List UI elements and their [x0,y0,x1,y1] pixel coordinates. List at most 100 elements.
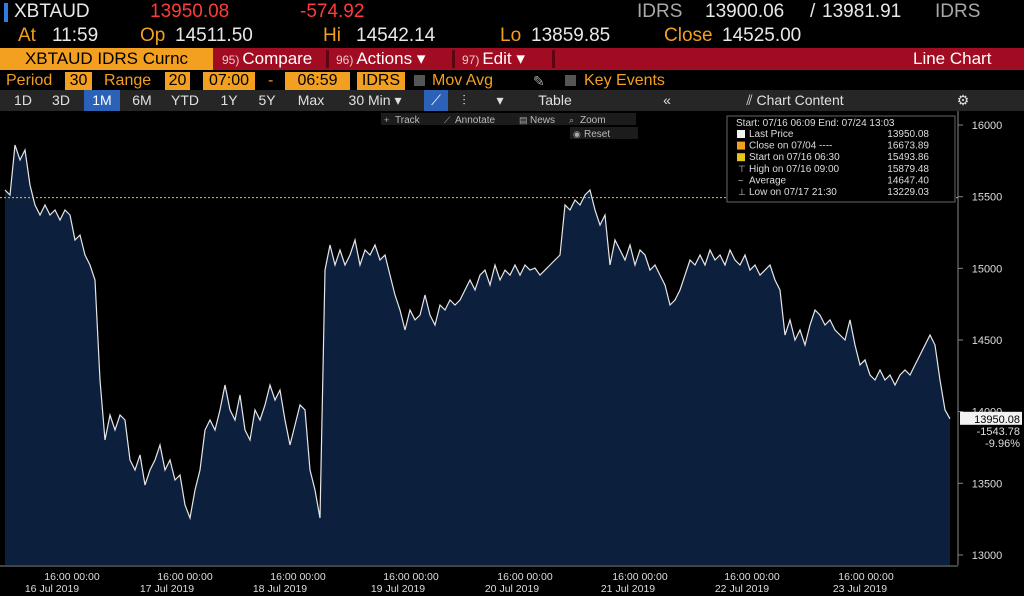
legend-label: Start on 07/16 06:30 [749,152,840,163]
tool-label: Annotate [455,115,495,126]
legend-swatch [737,153,745,162]
tool-label: Reset [584,129,610,140]
legend-symbol: ~ [738,175,743,185]
range-tab[interactable]: 5Y [258,92,276,108]
range-tab[interactable]: 1D [14,92,32,108]
x-tick-date: 16 Jul 2019 [25,583,79,595]
x-tick-date: 21 Jul 2019 [601,583,655,595]
tool-button[interactable] [566,113,636,125]
tool-button[interactable] [516,113,574,125]
ticker-marker [4,3,8,22]
last-price-label: 13950.08 [974,414,1020,426]
range-tab[interactable]: 6M [132,92,152,108]
button-label: Actions ▾ [356,49,426,68]
quote-value: 14542.14 [356,25,436,46]
x-tick-time: 16:00 00:00 [44,571,100,583]
y-tick-label: 15500 [972,192,1003,204]
x-tick-time: 16:00 00:00 [724,571,780,583]
legend-value: 15879.48 [887,164,929,175]
ticker: XBTAUD [14,1,90,22]
legend-box [726,115,956,203]
y-tick-label: 13000 [972,550,1003,562]
currency-field[interactable]: IDRS [357,72,405,90]
interval-dropdown[interactable]: 30 Min ▾ [348,92,402,108]
separator [326,50,329,68]
x-tick-time: 16:00 00:00 [612,571,668,583]
setting-label: Key Events [584,72,665,89]
quote-value: 14511.50 [175,25,253,46]
tool-button[interactable] [441,113,519,125]
legend-header: Start: 07/16 06:09 End: 07/24 13:03 [736,118,895,129]
quote-value: 11:59 [52,25,99,46]
bid: 13900.06 [705,1,785,22]
range-tab[interactable]: YTD [171,92,199,108]
y-tick-label: 14500 [972,335,1003,347]
quote-value: 13859.85 [531,25,611,46]
range-tab[interactable]: Max [297,92,325,108]
security-field[interactable]: XBTAUD IDRS Curnc [0,48,213,70]
range-tab[interactable]: 3D [52,92,70,108]
legend-label: High on 07/16 09:00 [749,164,840,175]
quote-label: At [18,25,36,46]
separator [452,50,455,68]
x-tick-time: 16:00 00:00 [157,571,213,583]
y-tick-label: 13500 [972,478,1003,490]
x-tick-date: 18 Jul 2019 [253,583,307,595]
legend-value: 13950.08 [887,129,929,140]
view-type[interactable]: Line Chart [913,49,992,68]
legend-label: Low on 07/17 21:30 [749,187,837,198]
button-label: Edit ▾ [482,49,525,68]
last-price-box [960,411,1022,425]
actions-button[interactable]: 96) Actions ▾ [336,48,425,70]
compare-button[interactable]: 95) Compare [222,48,312,70]
x-tick-date: 23 Jul 2019 [833,583,887,595]
setting-label: Period [6,72,53,89]
currency: IDRS [637,1,683,22]
bar-icon[interactable]: ⫶ [462,92,466,108]
legend-label: Last Price [749,129,794,140]
legend-symbol: ⊤ [738,164,746,174]
quote-value: 14525.00 [722,25,802,46]
range-tab[interactable]: 1Y [220,92,238,108]
tab-bar [0,90,1024,111]
range-field[interactable]: 20 [165,72,190,90]
legend-swatch [737,130,745,138]
checkbox[interactable] [565,75,576,86]
dropdown-icon[interactable]: ▾ [496,92,504,108]
button-number: 96) [336,53,354,67]
tool-icon: ▤ [519,115,528,125]
legend-swatch [737,141,745,150]
tool-button[interactable] [570,127,638,139]
range-tab[interactable]: 1M [84,90,120,111]
end-time-field[interactable]: 06:59 [285,72,350,90]
start-time-field[interactable]: 07:00 [203,72,255,90]
change-label: -1543.78 [977,426,1020,438]
chart: 1300013500140001450015000155001600016:00… [0,111,1022,595]
pencil-icon[interactable]: ✎ [533,73,545,89]
tool-label: Track [395,115,421,126]
separator: / [810,1,816,22]
chart-content-button[interactable]: ⫽ Chart Content [730,90,860,111]
net-change: -574.92 [300,1,365,22]
area-fill [5,145,950,565]
y-tick-label: 16000 [972,120,1003,132]
edit-button[interactable]: 97) Edit ▾ [462,48,525,70]
toolbar: XBTAUD IDRS Curnc 95) Compare 96) Actions … [0,48,1024,70]
x-tick-time: 16:00 00:00 [270,571,326,583]
line-icon[interactable]: ⟋ [424,90,448,111]
tool-button[interactable] [381,113,445,125]
collapse-icon[interactable]: « [663,92,671,108]
ask: 13981.91 [822,1,902,22]
checkbox[interactable] [414,75,425,86]
price-line [4,144,951,521]
x-tick-time: 16:00 00:00 [383,571,439,583]
y-tick-label: 15000 [972,263,1003,275]
setting-label: Range [104,72,152,89]
table-button[interactable]: Table [538,92,572,108]
x-tick-date: 22 Jul 2019 [715,583,769,595]
quote-label: Op [140,25,166,46]
period-field[interactable]: 30 [65,72,92,90]
quote-label: Close [664,25,713,46]
settings-icon[interactable]: ⚙ [956,92,970,108]
